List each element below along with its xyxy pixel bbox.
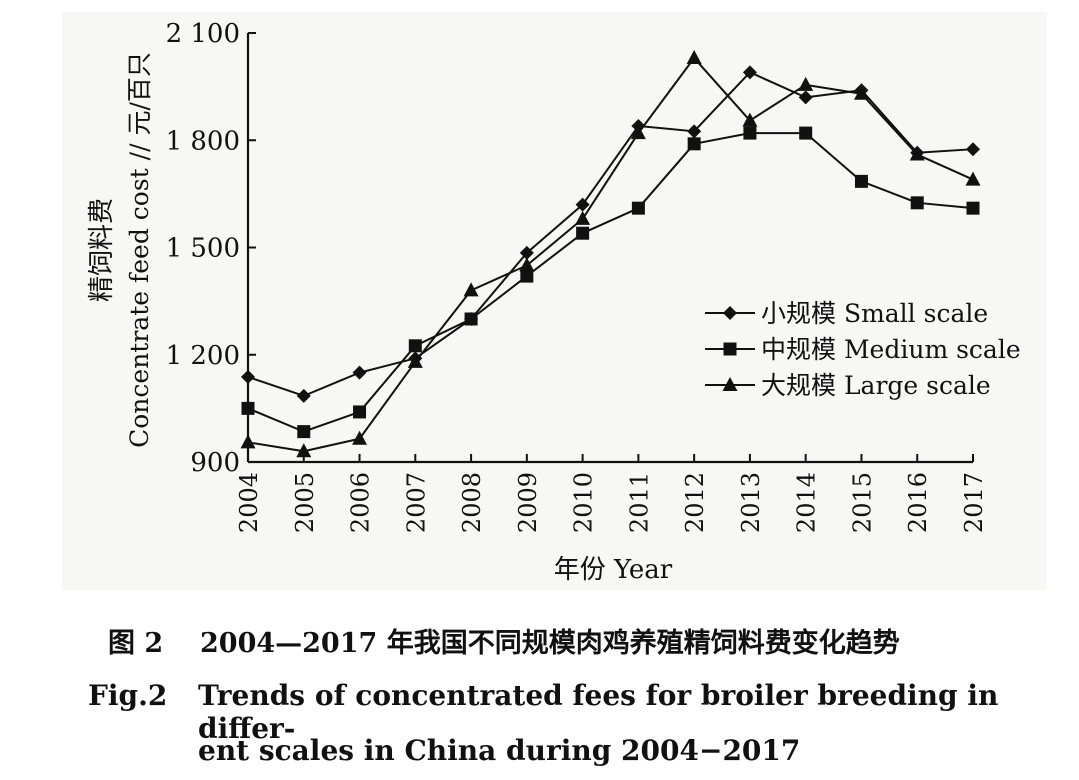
y-axis-label-en: Concentrate feed cost // 元/百只	[125, 52, 154, 448]
chart-legend: 小规模 Small scale 中规模 Medium scale 大规模 Large…	[705, 299, 1021, 400]
data-point-square	[966, 201, 980, 215]
data-point-square	[297, 425, 311, 439]
data-point-square	[464, 312, 478, 326]
data-point-square	[631, 201, 645, 215]
y-tick-label: 1 500	[166, 234, 240, 264]
data-point-triangle	[742, 112, 758, 127]
data-point-triangle	[722, 377, 738, 391]
x-tick-label: 2007	[402, 472, 430, 533]
data-point-triangle	[296, 443, 312, 458]
y-tick-label: 1 200	[166, 341, 240, 371]
caption-cn-text: 2004—2017 年我国不同规模肉鸡养殖精饲料费变化趋势	[200, 628, 900, 659]
x-tick-label: 2010	[570, 472, 598, 533]
data-point-diamond	[798, 90, 813, 105]
data-point-triangle	[686, 50, 702, 65]
figure-panel	[62, 12, 1047, 590]
x-tick-label: 2014	[793, 472, 821, 533]
caption-cn-number: 图 2	[108, 628, 164, 659]
data-point-triangle	[463, 282, 479, 297]
x-tick-label: 2004	[235, 472, 263, 533]
y-tick-label: 900	[190, 448, 240, 478]
caption-en-text-1: Trends of concentrated fees for broiler …	[198, 679, 999, 745]
data-point-square	[408, 339, 422, 353]
chart-series	[240, 50, 981, 458]
x-tick-label: 2012	[681, 472, 709, 533]
caption-en-text-2: ent scales in China during 2004−2017	[198, 734, 801, 767]
legend-item: 小规模 Small scale	[705, 299, 988, 328]
data-point-square	[353, 405, 367, 419]
data-point-triangle	[407, 353, 423, 368]
x-tick-label: 2005	[291, 472, 319, 533]
x-tick-label: 2006	[347, 472, 375, 533]
x-tick-label: 2013	[737, 472, 765, 533]
data-point-triangle	[798, 76, 814, 91]
data-point-diamond	[352, 365, 367, 380]
legend-label: 中规模 Medium scale	[761, 335, 1021, 364]
data-point-square	[241, 401, 255, 415]
y-tick-label: 2 100	[166, 19, 240, 49]
x-tick-label: 2008	[458, 472, 486, 533]
data-point-triangle	[965, 171, 981, 186]
legend-item: 中规模 Medium scale	[705, 335, 1021, 364]
data-point-diamond	[519, 245, 534, 260]
x-tick-label: 2011	[625, 472, 653, 533]
series-line	[247, 57, 974, 453]
series-square	[241, 126, 980, 439]
caption-en-number: Fig.2	[88, 679, 168, 712]
data-point-triangle	[575, 210, 591, 225]
y-tick-label: 1 800	[166, 126, 240, 156]
y-axis-label-cn: 精饲料费	[87, 198, 117, 302]
x-tick-label: 2015	[848, 472, 876, 533]
data-point-diamond	[723, 306, 737, 320]
legend-item: 大规模 Large scale	[705, 371, 991, 400]
series-triangle	[240, 50, 981, 458]
data-point-triangle	[240, 434, 256, 449]
data-point-triangle	[853, 85, 869, 100]
series-line	[247, 132, 974, 433]
data-point-square	[520, 269, 534, 283]
data-point-square	[687, 137, 701, 151]
data-point-diamond	[241, 369, 255, 384]
x-axis-label: 年份 Year	[554, 555, 673, 585]
data-point-diamond	[296, 388, 311, 403]
data-point-diamond	[575, 197, 590, 212]
data-point-diamond	[742, 65, 757, 80]
data-point-square	[799, 126, 813, 140]
x-tick-label: 2016	[904, 472, 932, 533]
data-point-triangle	[352, 430, 368, 445]
legend-label: 小规模 Small scale	[761, 299, 988, 328]
data-point-square	[723, 342, 737, 356]
data-point-triangle	[519, 257, 535, 272]
data-point-square	[576, 226, 590, 240]
x-tick-label: 2009	[514, 472, 542, 533]
data-point-square	[743, 126, 757, 140]
chart-ticks: 900 1 200 1 500 1 800 2 100 2004 2005 2006 2007 2…	[166, 19, 988, 533]
data-point-square	[854, 174, 868, 188]
data-point-diamond	[966, 142, 980, 157]
line-chart: 900 1 200 1 500 1 800 2 100 2004 2005 2006 2007 2…	[87, 19, 1021, 585]
x-tick-label: 2017	[960, 472, 988, 533]
data-point-diamond	[687, 124, 702, 139]
data-point-triangle	[630, 125, 646, 140]
legend-label: 大规模 Large scale	[761, 371, 991, 400]
data-point-triangle	[909, 146, 925, 161]
data-point-square	[910, 196, 924, 210]
